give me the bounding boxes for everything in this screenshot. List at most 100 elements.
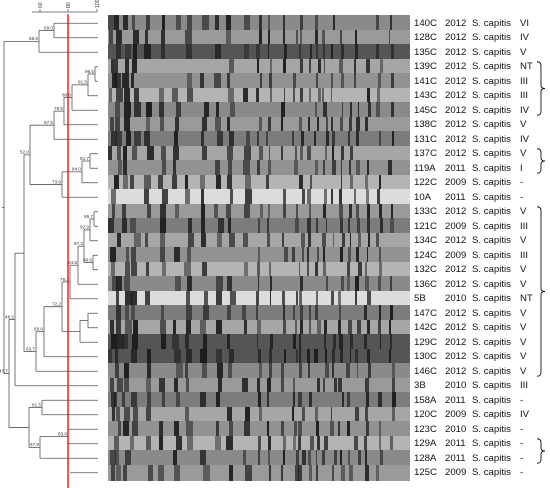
gel-band (293, 305, 296, 321)
gel-band (226, 174, 233, 191)
gel-band (110, 319, 115, 336)
gel-band (340, 44, 345, 60)
gel-band (144, 189, 149, 205)
gel-band (300, 145, 304, 162)
gel-band (389, 15, 392, 31)
gel-band (308, 203, 311, 220)
gel-band (122, 73, 130, 89)
gel-band (146, 435, 152, 452)
gel-band (354, 73, 357, 89)
gel-band (331, 145, 335, 162)
node-similarity-label: 72.2 (52, 301, 61, 306)
gel-band (293, 73, 296, 89)
gel-band (354, 189, 357, 205)
node-similarity-label: 69.0 (44, 25, 53, 30)
gel-band (301, 131, 305, 147)
gel-band (123, 145, 128, 162)
gel-band (389, 319, 392, 336)
gel-band (109, 29, 113, 46)
gel-band (314, 348, 318, 365)
gel-band (185, 406, 189, 423)
gel-band (158, 421, 163, 437)
gel-band (317, 435, 321, 452)
gel-band (283, 189, 286, 205)
gel-band (378, 131, 381, 147)
gel-band (323, 189, 328, 205)
node-similarity-label: 67.9 (30, 442, 39, 447)
gel-band (316, 73, 319, 89)
gel-band (201, 145, 207, 162)
gel-band (298, 44, 301, 60)
gel-band (259, 203, 264, 220)
gel-band (185, 377, 189, 394)
gel-band (309, 44, 313, 60)
gel-band (331, 44, 334, 60)
gel-band (378, 305, 382, 321)
gel-band (267, 44, 270, 60)
gel-band (110, 450, 116, 466)
gel-lane (108, 58, 410, 75)
gel-band (117, 421, 122, 437)
gel-band (293, 160, 298, 176)
gel-lane (108, 73, 410, 89)
gel-band (226, 435, 233, 452)
gel-band (349, 232, 352, 249)
gel-band (229, 290, 236, 307)
gel-band (333, 334, 336, 350)
gel-lane (108, 232, 410, 249)
gel-band (323, 247, 325, 263)
gel-band (365, 174, 369, 191)
node-similarity-label: 48.2 (5, 314, 14, 319)
gel-band (299, 363, 303, 379)
scale-tick-label: 80 (66, 2, 72, 8)
gel-lane (108, 29, 410, 46)
gel-band (123, 160, 127, 176)
gel-band (355, 131, 359, 147)
gel-band (357, 218, 360, 234)
gel-band (280, 363, 284, 379)
gel-band (295, 29, 298, 46)
gel-band (122, 218, 127, 234)
gel-band (110, 392, 117, 408)
gel-band (256, 87, 259, 104)
gel-band (147, 464, 154, 481)
gel-band (315, 305, 319, 321)
gel-band (161, 392, 165, 408)
gel-band (377, 319, 382, 336)
gel-band (364, 305, 367, 321)
gel-band (116, 305, 122, 321)
gel-band (214, 160, 221, 176)
gel-band (281, 102, 286, 118)
gel-band (123, 15, 128, 31)
gel-band (332, 232, 335, 249)
gel-band (269, 290, 272, 307)
gel-band (227, 218, 232, 234)
gel-band (147, 145, 155, 162)
gel-band (175, 363, 183, 379)
gel-band (267, 435, 271, 452)
gel-band (332, 131, 336, 147)
gel-band (332, 160, 336, 176)
gel-band (216, 348, 222, 365)
gel-band (111, 464, 115, 481)
gel-band (300, 276, 304, 292)
gel-band (256, 44, 260, 60)
gel-band (295, 464, 299, 481)
gel-band (111, 131, 117, 147)
gel-band (200, 232, 207, 249)
gel-band (366, 189, 370, 205)
gel-band (144, 29, 149, 46)
gel-band (331, 464, 335, 481)
gel-band (259, 145, 264, 162)
gel-band (317, 247, 320, 263)
scale-tick-label: 60 (38, 2, 44, 8)
gel-band (365, 276, 369, 292)
gel-band (122, 203, 126, 220)
gel-lane (108, 160, 410, 176)
gel-band (215, 44, 221, 60)
gel-band (267, 29, 270, 46)
gel-band (187, 247, 191, 263)
gel-band (144, 131, 151, 147)
gel-band (186, 73, 192, 89)
gel-band (172, 174, 177, 191)
